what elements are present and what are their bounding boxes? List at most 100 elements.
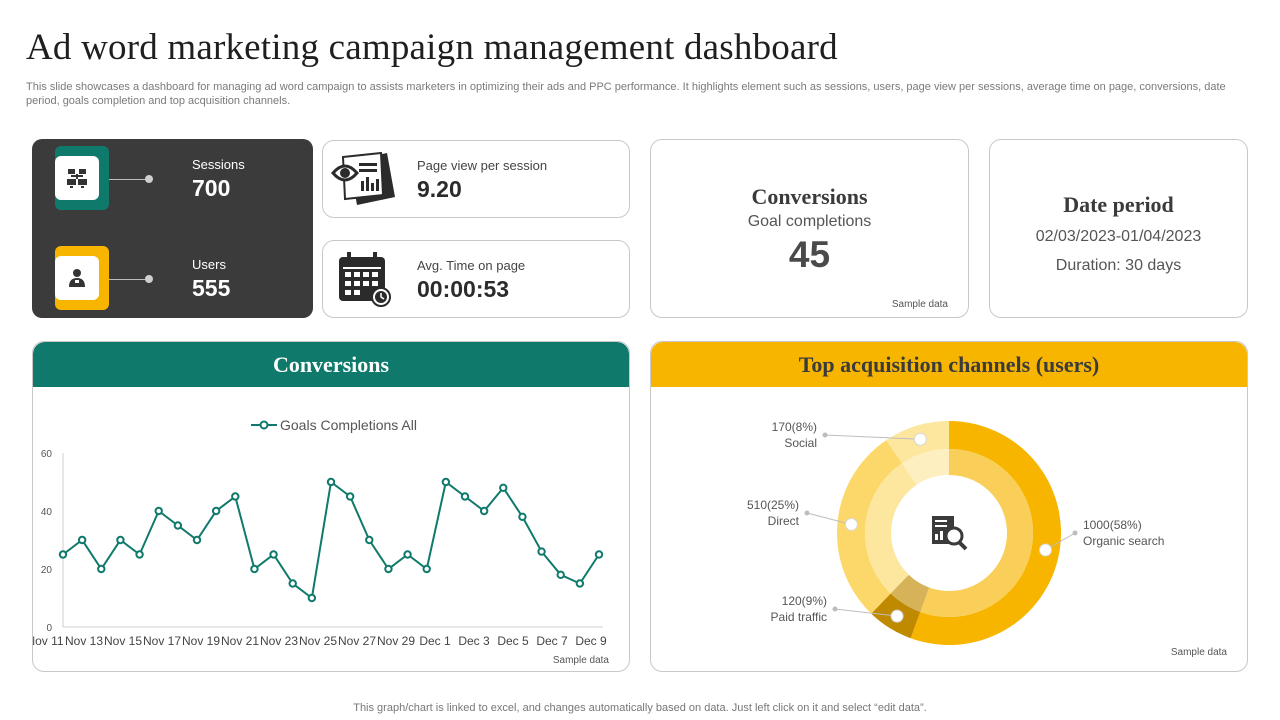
sessions-users-card: Sessions 700 Users 555	[32, 139, 313, 318]
x-tick-label: Nov 19	[182, 634, 220, 648]
y-tick-label: 20	[41, 565, 53, 576]
slice-name-label: Social	[784, 436, 817, 450]
goal-completions-label: Goal completions	[747, 213, 872, 230]
data-point	[288, 579, 297, 588]
data-point	[479, 506, 489, 516]
x-tick-label: Nov 11	[33, 634, 64, 648]
leader-dot	[822, 432, 828, 438]
x-tick-label: Dec 7	[536, 634, 568, 648]
leader-line	[834, 608, 898, 617]
date-period-title: Date period	[1063, 192, 1174, 217]
eye-document-icon	[331, 151, 395, 205]
slice-outer-direct	[837, 440, 903, 614]
x-tick-label: Nov 13	[65, 634, 103, 648]
slice-inner-direct	[865, 463, 917, 594]
data-point	[154, 506, 163, 516]
page-title: Ad word marketing campaign management da…	[26, 27, 838, 68]
data-point	[173, 521, 183, 530]
data-point	[460, 492, 470, 501]
leader-line	[806, 512, 852, 525]
slice-inner-organic-search	[920, 449, 1033, 617]
icon-lens	[944, 526, 964, 546]
icon-bar	[935, 534, 938, 540]
avg-time-value: 00:00:53	[417, 276, 510, 302]
sessions-icon-tab	[55, 146, 109, 210]
x-tick-label: Nov 21	[221, 634, 259, 648]
data-point	[499, 483, 508, 493]
x-tick-label: Nov 27	[338, 634, 376, 648]
page-view-label: Page view per session	[417, 158, 548, 173]
date-range: 02/03/2023-01/04/2023	[1035, 228, 1202, 245]
data-point	[135, 550, 144, 559]
y-tick-label: 0	[46, 623, 52, 634]
conversions-panel-title: Conversions	[33, 342, 629, 387]
y-tick-label: 40	[41, 507, 53, 518]
slice-value-label: 170(8%)	[772, 420, 817, 434]
x-tick-label: Dec 5	[497, 634, 529, 648]
acquisition-panel: Top acquisition channels (users) 1000(58…	[650, 341, 1248, 672]
sample-data-note: Sample data	[552, 655, 609, 666]
slice-name-label: Paid traffic	[771, 610, 827, 624]
data-point	[537, 547, 546, 556]
data-point	[58, 550, 68, 559]
users-label: Users	[192, 257, 226, 272]
slice-inner-social	[902, 449, 949, 485]
goal-completions-value: 45	[788, 234, 831, 275]
page-view-value: 9.20	[417, 176, 462, 202]
leader-dot	[804, 510, 810, 516]
sessions-connector	[109, 179, 147, 180]
users-icon-tab	[55, 246, 109, 310]
users-value: 555	[192, 275, 231, 301]
slice-marker	[913, 432, 927, 446]
data-point	[345, 492, 355, 501]
x-tick-label: Nov 23	[260, 634, 298, 648]
duration-label: Duration: 30 days	[1055, 257, 1182, 274]
x-tick-label: Nov 15	[104, 634, 142, 648]
icon-line	[935, 525, 947, 527]
data-point	[97, 564, 106, 574]
network-icon	[67, 169, 87, 188]
data-point	[441, 477, 451, 487]
slice-outer-organic-search	[910, 421, 1061, 645]
page-subtitle: This slide showcases a dashboard for man…	[26, 81, 1226, 107]
icon-bar	[940, 531, 943, 540]
slice-name-label: Organic search	[1083, 534, 1164, 548]
data-point	[403, 550, 412, 559]
user-icon	[69, 269, 85, 287]
x-tick-label: Dec 1	[419, 634, 451, 648]
data-point	[556, 570, 565, 580]
acquisition-donut-chart[interactable]: 1000(58%) Organic search 120(9%) Paid traff…	[651, 387, 1247, 671]
sample-data-note: Sample data	[1170, 647, 1227, 658]
slice-value-label: 1000(58%)	[1083, 518, 1142, 532]
sessions-label: Sessions	[192, 157, 245, 172]
data-point	[518, 512, 527, 522]
conversions-kpi-title: Conversions	[751, 184, 868, 209]
data-point	[77, 535, 87, 545]
avg-time-card: Avg. Time on page 00:00:53	[322, 240, 630, 318]
slice-marker	[890, 609, 904, 623]
calendar-clock-icon	[339, 252, 391, 307]
conversions-kpi-card: Conversions Goal completions 45 Sample d…	[650, 139, 969, 318]
slice-value-label: 120(9%)	[782, 594, 827, 608]
data-point	[575, 579, 585, 588]
x-tick-label: Nov 25	[299, 634, 337, 648]
slice-marker	[844, 517, 858, 531]
users-connector-dot	[145, 275, 153, 283]
analytics-search-icon	[932, 516, 968, 551]
sample-data-note: Sample data	[891, 299, 948, 310]
page-view-card: Page view per session 9.20	[322, 140, 630, 218]
leader-line	[824, 434, 921, 440]
icon-handle	[957, 540, 968, 551]
footer-note: This graph/chart is linked to excel, and…	[353, 702, 927, 714]
sessions-connector-dot	[145, 175, 153, 183]
data-point	[231, 492, 240, 501]
date-period-card: Date period 02/03/2023-01/04/2023 Durati…	[989, 139, 1248, 318]
acquisition-panel-title: Top acquisition channels (users)	[651, 342, 1247, 387]
sessions-value: 700	[192, 175, 231, 201]
data-point	[384, 564, 393, 574]
data-point	[250, 564, 259, 574]
data-point	[307, 593, 317, 603]
avg-time-label: Avg. Time on page	[417, 258, 526, 273]
data-point	[116, 535, 125, 545]
